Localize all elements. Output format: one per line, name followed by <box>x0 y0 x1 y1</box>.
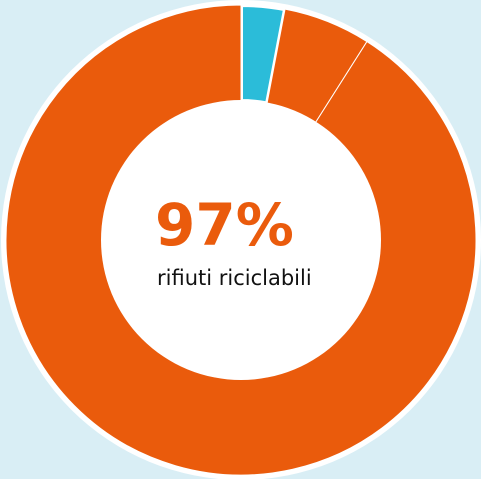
inner-hole <box>101 100 381 380</box>
center-text: rifiuti riciclabili <box>157 266 312 290</box>
segments <box>5 2 477 476</box>
center-value: 97% <box>155 191 294 259</box>
